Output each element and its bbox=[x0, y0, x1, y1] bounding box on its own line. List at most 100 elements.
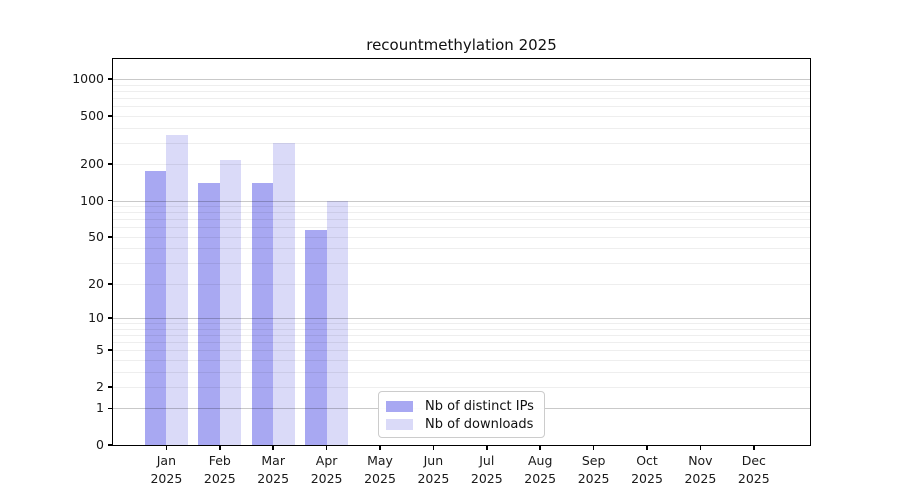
grid-line-9 bbox=[113, 323, 810, 325]
legend-row-downloads: Nb of downloads bbox=[386, 416, 536, 432]
x-tick-month: Aug bbox=[527, 453, 553, 468]
grid-line-90 bbox=[113, 206, 810, 208]
x-tick-label-oct: Oct 2025 bbox=[619, 452, 675, 488]
x-tick-month: Jul bbox=[479, 453, 495, 468]
bar-distinct-ips-jan bbox=[145, 170, 167, 445]
grid-line-20 bbox=[113, 283, 810, 285]
x-tick-year: 2025 bbox=[417, 471, 450, 486]
x-tick-year: 2025 bbox=[203, 471, 236, 486]
y-tick-2 bbox=[108, 386, 112, 388]
grid-line-3 bbox=[113, 371, 810, 373]
y-tick-label-1: 1 bbox=[96, 400, 104, 416]
y-tick-100 bbox=[108, 199, 112, 202]
grid-line-8 bbox=[113, 328, 810, 330]
grid-line-4 bbox=[113, 359, 810, 361]
legend-label-distinct-ips: Nb of distinct IPs bbox=[425, 398, 534, 414]
x-tick-year: 2025 bbox=[310, 471, 343, 486]
grid-line-40 bbox=[113, 248, 810, 250]
x-tick-label-sep: Sep 2025 bbox=[566, 452, 622, 488]
grid-line-100 bbox=[113, 200, 810, 202]
x-tick-jul bbox=[486, 446, 488, 450]
x-tick-year: 2025 bbox=[257, 471, 290, 486]
x-tick-label-jan: Jan 2025 bbox=[138, 452, 194, 488]
grid-line-10 bbox=[113, 318, 810, 320]
grid-line-1000 bbox=[113, 79, 810, 81]
grid-line-60 bbox=[113, 227, 810, 229]
y-tick-label-500: 500 bbox=[80, 107, 104, 123]
y-tick-500 bbox=[108, 115, 112, 117]
grid-line-300 bbox=[113, 142, 810, 144]
grid-line-500 bbox=[113, 115, 810, 117]
x-tick-year: 2025 bbox=[577, 471, 610, 486]
x-tick-aug bbox=[539, 446, 541, 450]
bar-downloads-jan bbox=[166, 134, 188, 445]
grid-line-400 bbox=[113, 127, 810, 129]
x-tick-year: 2025 bbox=[737, 471, 770, 486]
x-tick-year: 2025 bbox=[684, 471, 717, 486]
legend-swatch-downloads bbox=[386, 418, 413, 430]
bar-downloads-apr bbox=[326, 200, 348, 445]
grid-line-80 bbox=[113, 212, 810, 214]
grid-line-6 bbox=[113, 342, 810, 343]
x-tick-jan bbox=[165, 446, 168, 450]
x-tick-month: Mar bbox=[261, 453, 285, 468]
chart-title: recountmethylation 2025 bbox=[366, 36, 557, 54]
x-tick-label-apr: Apr 2025 bbox=[299, 452, 355, 488]
grid-line-70 bbox=[113, 219, 810, 221]
grid-line-800 bbox=[113, 91, 810, 92]
bar-downloads-mar bbox=[273, 142, 295, 445]
grid-line-600 bbox=[113, 106, 810, 108]
legend-swatch-distinct-ips bbox=[386, 400, 413, 412]
y-tick-0 bbox=[108, 444, 112, 446]
x-tick-month: Feb bbox=[208, 453, 231, 468]
x-tick-may bbox=[379, 446, 381, 450]
x-tick-month: Oct bbox=[636, 453, 658, 468]
x-tick-month: Sep bbox=[581, 453, 606, 468]
x-tick-label-dec: Dec 2025 bbox=[726, 452, 782, 488]
x-tick-month: Jun bbox=[423, 453, 444, 468]
y-tick-20 bbox=[108, 283, 112, 285]
x-tick-oct bbox=[646, 446, 648, 450]
x-tick-label-aug: Aug 2025 bbox=[512, 452, 568, 488]
x-tick-label-jul: Jul 2025 bbox=[459, 452, 515, 488]
y-tick-label-0: 0 bbox=[96, 437, 104, 452]
x-tick-year: 2025 bbox=[631, 471, 663, 486]
bar-distinct-ips-mar bbox=[251, 183, 274, 445]
x-tick-label-mar: Mar 2025 bbox=[245, 452, 301, 488]
y-tick-5 bbox=[108, 349, 112, 351]
y-tick-1000 bbox=[108, 78, 112, 80]
x-tick-year: 2025 bbox=[524, 471, 557, 486]
y-tick-label-20: 20 bbox=[88, 275, 104, 291]
x-tick-label-nov: Nov 2025 bbox=[672, 452, 728, 488]
grid-line-700 bbox=[113, 98, 810, 100]
x-tick-month: Nov bbox=[688, 453, 713, 468]
grid-line-50 bbox=[113, 236, 810, 238]
bar-distinct-ips-apr bbox=[305, 230, 327, 445]
y-tick-200 bbox=[108, 163, 112, 165]
y-tick-label-1000: 1000 bbox=[72, 71, 104, 87]
x-tick-month: Jan bbox=[156, 453, 177, 468]
x-tick-mar bbox=[272, 446, 274, 450]
x-tick-feb bbox=[219, 446, 221, 450]
x-tick-apr bbox=[325, 446, 328, 450]
y-tick-label-100: 100 bbox=[80, 192, 104, 208]
x-tick-nov bbox=[699, 446, 702, 450]
x-tick-label-jun: Jun 2025 bbox=[405, 452, 461, 488]
x-tick-jun bbox=[432, 446, 435, 450]
bar-downloads-feb bbox=[219, 159, 242, 445]
x-tick-dec bbox=[753, 446, 755, 450]
x-tick-month: Dec bbox=[741, 453, 766, 468]
x-tick-sep bbox=[592, 446, 595, 450]
grid-line-900 bbox=[113, 84, 810, 86]
x-tick-year: 2025 bbox=[150, 471, 183, 486]
legend-label-downloads: Nb of downloads bbox=[425, 416, 534, 432]
legend: Nb of distinct IPs Nb of downloads bbox=[378, 391, 545, 438]
x-tick-month: May bbox=[367, 453, 393, 468]
x-tick-month: Apr bbox=[315, 453, 338, 468]
x-tick-label-may: May 2025 bbox=[352, 452, 408, 488]
grid-line-200 bbox=[113, 164, 810, 166]
y-tick-10 bbox=[108, 317, 112, 319]
x-tick-year: 2025 bbox=[470, 471, 503, 486]
x-tick-year: 2025 bbox=[364, 471, 396, 486]
